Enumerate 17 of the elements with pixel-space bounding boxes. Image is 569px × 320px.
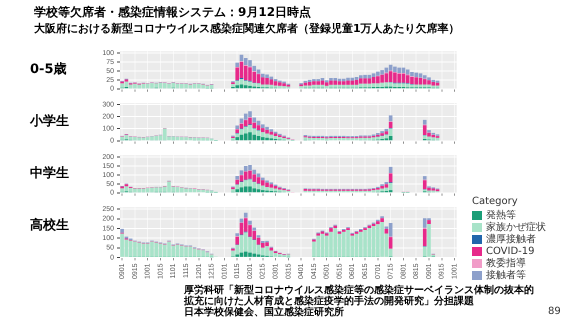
y-axis-title: 0-5歳 [30,61,66,78]
text: 拡充に向けた人材育成と感染症疫学的手法の開発研究」分担課題 [184,296,475,307]
legend-label: 濃厚接触者 [486,232,536,246]
legend-title: Category [472,196,519,207]
chart-subtitle: 大阪府における新型コロナウイルス感染症関連欠席者（登録児童1万人あたり欠席率） [34,21,460,36]
legend-label: COVID-19 [486,246,535,256]
legend-label: 発熱等 [486,208,516,222]
chart-title: 学校等欠席者・感染症情報システム：9月12日時点 [34,4,312,21]
legend-label: 接触者等 [486,268,526,282]
y-axis-title: 高校生 [30,216,69,234]
y-axis-title: 小学生 [30,113,69,130]
text: 89 [548,306,561,317]
legend-label: 教委指導 [486,256,526,270]
text: 厚労科研「新型コロナウイルス感染症等の感染症サーベイランス体制の抜本的 [184,285,534,296]
y-axis-title: 中学生 [30,165,69,182]
legend-label: 家族かぜ症状 [486,220,546,234]
text: 日本学校保健会、国立感染症研究所 [184,307,345,318]
